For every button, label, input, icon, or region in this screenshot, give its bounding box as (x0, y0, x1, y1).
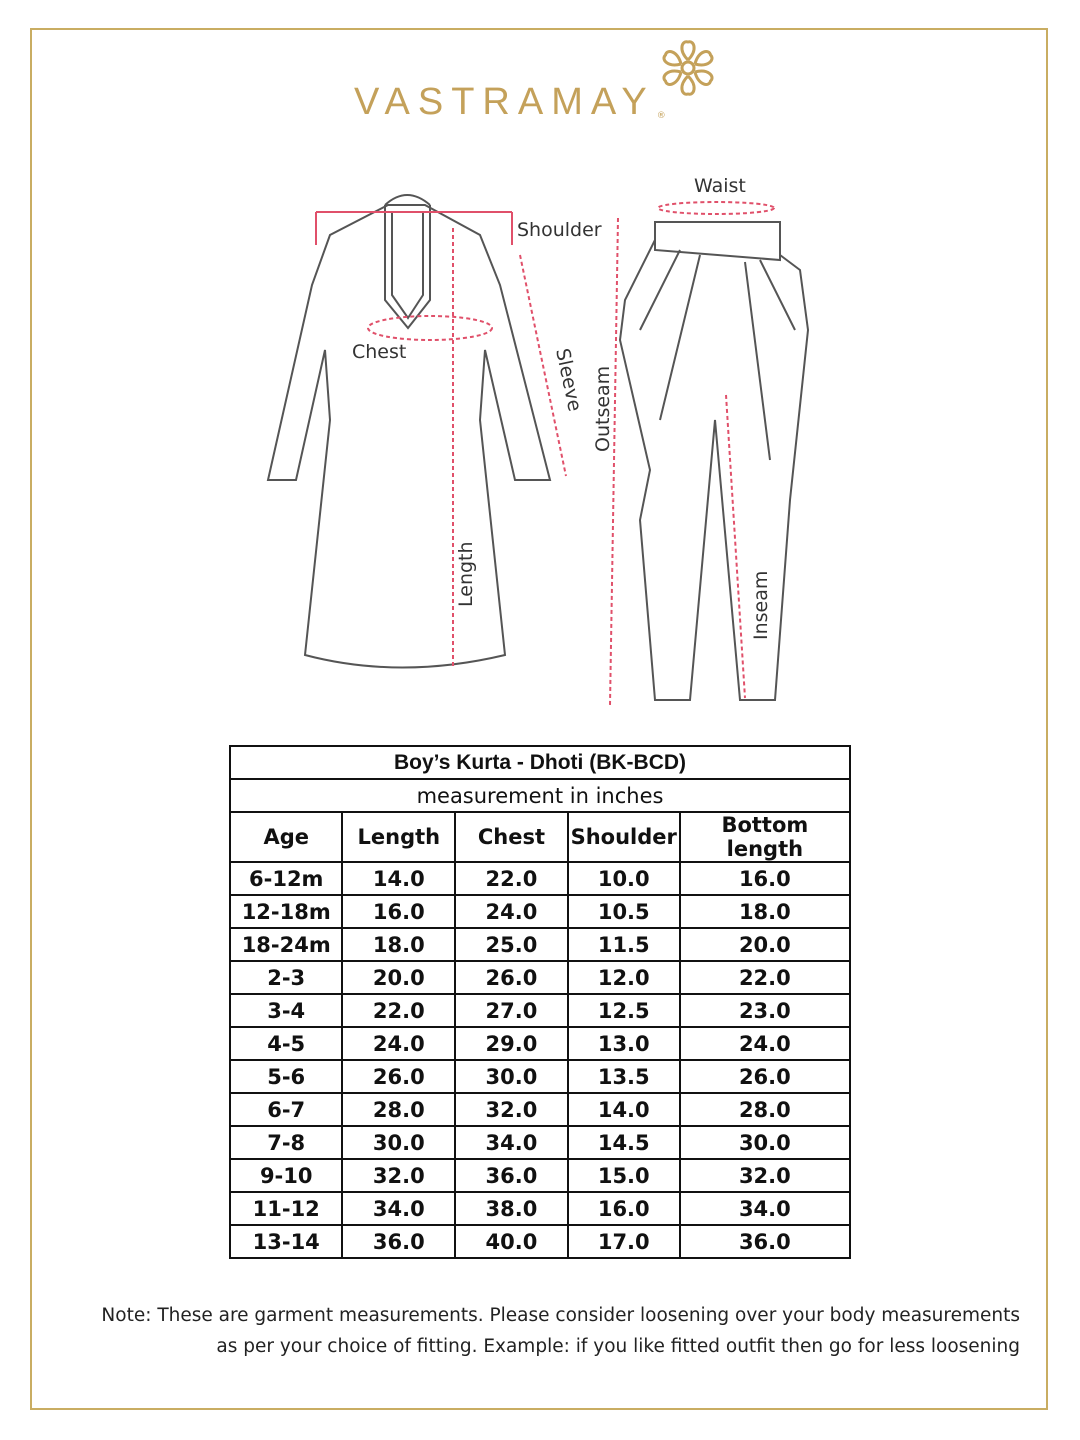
page-border (30, 28, 1048, 1410)
table-cell: 20.0 (341, 960, 457, 995)
table-cell: 27.0 (454, 993, 569, 1028)
header-row: Age Length Chest Shoulder Bottom length (228, 811, 852, 863)
table-cell: 7-8 (228, 1125, 344, 1160)
table-cell: 36.0 (678, 1224, 852, 1259)
table-row: 2-3 20.0 26.0 12.0 22.0 (228, 960, 852, 995)
fitting-note: Note: These are garment measurements. Pl… (101, 1300, 1020, 1362)
dhoti-illustration (618, 221, 810, 701)
table-cell: 32.0 (341, 1158, 457, 1193)
brand-logo: VASTRAMAY (354, 81, 655, 123)
table-cell: 25.0 (454, 927, 569, 962)
length-label: Length (455, 541, 477, 607)
table-cell: 22.0 (341, 993, 457, 1028)
table-cell: 40.0 (454, 1224, 569, 1259)
header-shoulder: Shoulder (566, 811, 681, 863)
table-row: 5-6 26.0 30.0 13.5 26.0 (228, 1059, 852, 1094)
table-cell: 14.5 (566, 1125, 681, 1160)
table-cell: 13.0 (566, 1026, 681, 1061)
table-cell: 10.5 (566, 894, 681, 929)
table-cell: 30.0 (454, 1059, 569, 1094)
table-cell: 2-3 (228, 960, 344, 995)
table-title: Boy’s Kurta - Dhoti (BK-BCD) (229, 745, 851, 780)
header-bottom-length: Bottom length (678, 811, 852, 863)
table-row: 13-14 36.0 40.0 17.0 36.0 (228, 1224, 852, 1259)
table-cell: 26.0 (678, 1059, 852, 1094)
table-cell: 24.0 (341, 1026, 457, 1061)
table-cell: 14.0 (566, 1092, 681, 1127)
table-cell: 24.0 (678, 1026, 852, 1061)
table-cell: 16.0 (566, 1191, 681, 1226)
table-cell: 17.0 (566, 1224, 681, 1259)
table-cell: 26.0 (454, 960, 569, 995)
table-cell: 15.0 (566, 1158, 681, 1193)
table-cell: 9-10 (228, 1158, 344, 1193)
table-cell: 36.0 (341, 1224, 457, 1259)
table-cell: 18.0 (678, 894, 852, 929)
table-cell: 26.0 (341, 1059, 457, 1094)
table-cell: 16.0 (678, 861, 852, 896)
table-row: 4-5 24.0 29.0 13.0 24.0 (228, 1026, 852, 1061)
table-cell: 20.0 (678, 927, 852, 962)
table-row: 9-10 32.0 36.0 15.0 32.0 (228, 1158, 852, 1193)
table-cell: 28.0 (341, 1092, 457, 1127)
note-line-2: as per your choice of fitting. Example: … (216, 1336, 1020, 1357)
table-cell: 30.0 (341, 1125, 457, 1160)
table-cell: 32.0 (454, 1092, 569, 1127)
table-row: 11-12 34.0 38.0 16.0 34.0 (228, 1191, 852, 1226)
registered-mark: ® (656, 111, 666, 121)
table-cell: 12-18m (228, 894, 344, 929)
brand-logo-group: VASTRAMAY ® (354, 82, 666, 122)
table-cell: 4-5 (228, 1026, 344, 1061)
table-cell: 22.0 (454, 861, 569, 896)
table-cell: 24.0 (454, 894, 569, 929)
table-cell: 18-24m (228, 927, 344, 962)
chest-label: Chest (352, 341, 406, 363)
table-row: 7-8 30.0 34.0 14.5 30.0 (228, 1125, 852, 1160)
table-cell: 29.0 (454, 1026, 569, 1061)
table-cell: 30.0 (678, 1125, 852, 1160)
table-cell: 18.0 (341, 927, 457, 962)
table-cell: 14.0 (341, 861, 457, 896)
inseam-label: Inseam (750, 571, 772, 640)
sleeve-label: Sleeve (551, 346, 586, 413)
table-cell: 34.0 (454, 1125, 569, 1160)
table-row: 6-12m 14.0 22.0 10.0 16.0 (228, 861, 852, 896)
table-cell: 5-6 (228, 1059, 344, 1094)
header-age: Age (228, 811, 344, 863)
size-chart-table: Boy’s Kurta - Dhoti (BK-BCD) measurement… (228, 745, 852, 1259)
table-cell: 11-12 (228, 1191, 344, 1226)
table-cell: 3-4 (228, 993, 344, 1028)
shoulder-label: Shoulder (517, 219, 602, 241)
table-cell: 11.5 (566, 927, 681, 962)
table-cell: 6-12m (228, 861, 344, 896)
waist-label: Waist (694, 175, 746, 197)
table-row: 18-24m 18.0 25.0 11.5 20.0 (228, 927, 852, 962)
table-cell: 28.0 (678, 1092, 852, 1127)
table-cell: 34.0 (341, 1191, 457, 1226)
kurta-illustration (266, 194, 552, 669)
table-row: 3-4 22.0 27.0 12.5 23.0 (228, 993, 852, 1028)
header-length: Length (341, 811, 457, 863)
table-cell: 22.0 (678, 960, 852, 995)
table-row: 12-18m 16.0 24.0 10.5 18.0 (228, 894, 852, 929)
table-cell: 10.0 (566, 861, 681, 896)
header-chest: Chest (454, 811, 569, 863)
table-cell: 12.0 (566, 960, 681, 995)
table-row: 6-7 28.0 32.0 14.0 28.0 (228, 1092, 852, 1127)
garment-diagram: Shoulder Chest Sleeve Length Waist Outse… (266, 175, 810, 706)
table-cell: 13.5 (566, 1059, 681, 1094)
table-cell: 32.0 (678, 1158, 852, 1193)
table-cell: 6-7 (228, 1092, 344, 1127)
table-subtitle: measurement in inches (229, 778, 851, 813)
table-cell: 36.0 (454, 1158, 569, 1193)
table-cell: 34.0 (678, 1191, 852, 1226)
outseam-label: Outseam (592, 366, 614, 452)
table-cell: 38.0 (454, 1191, 569, 1226)
table-cell: 16.0 (341, 894, 457, 929)
table-cell: 23.0 (678, 993, 852, 1028)
note-line-1: Note: These are garment measurements. Pl… (101, 1305, 1020, 1326)
table-cell: 13-14 (228, 1224, 344, 1259)
table-cell: 12.5 (566, 993, 681, 1028)
